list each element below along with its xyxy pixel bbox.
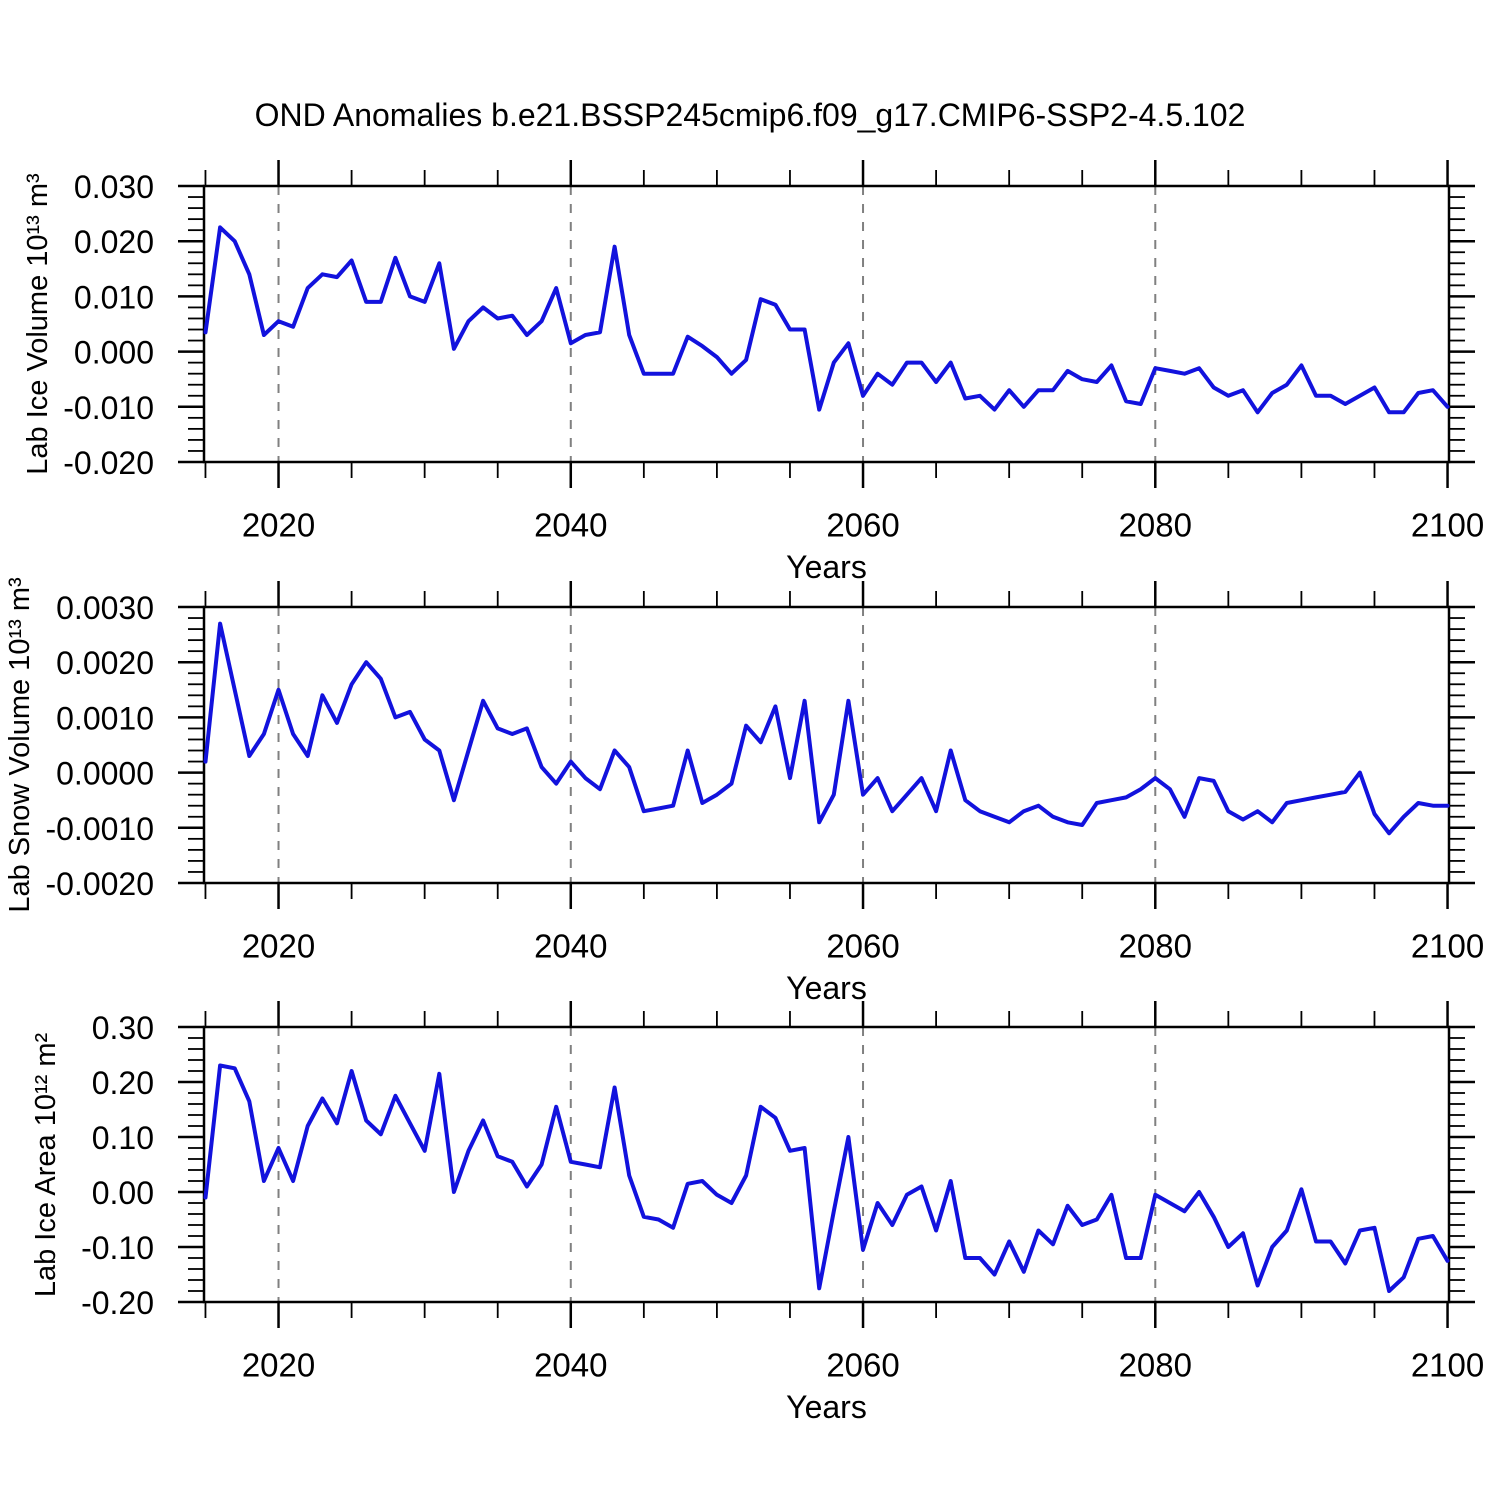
x-tick-label: 2100 [1411, 507, 1484, 544]
y-tick-label: -0.0010 [45, 811, 154, 847]
panel-lab-ice-area: 0.30 0.20 0.10 0.00 -0.10 -0.20 2020 2040 2060 20… [81, 1001, 1484, 1425]
y-tick-label: 0.0010 [56, 700, 154, 736]
series-line-lab-ice-area [203, 1063, 1450, 1293]
x-tick-label: 2060 [826, 928, 899, 965]
x-tick-label: 2040 [534, 1347, 607, 1384]
chart-title: OND Anomalies b.e21.BSSP245cmip6.f09_g17… [254, 97, 1246, 133]
y-tick-label: -0.020 [63, 445, 154, 481]
panel-lab-snow-volume: 0.0030 0.0020 0.0010 0.0000 -0.0010 -0.0020 20… [45, 581, 1484, 1006]
x-tick-label: 2080 [1119, 1347, 1192, 1384]
x-tick-label: 2100 [1411, 1347, 1484, 1384]
x-tick-label: 2060 [826, 1347, 899, 1384]
x-tick-label: 2020 [242, 507, 315, 544]
series-line-lab-snow-volume [203, 621, 1450, 836]
x-tick-label: 2060 [826, 507, 899, 544]
x-tick-label: 2040 [534, 507, 607, 544]
y-tick-label: 0.0020 [56, 645, 154, 681]
y-tick-label: 0.00 [92, 1175, 154, 1211]
y-tick-label: 0.20 [92, 1065, 154, 1101]
axis-box [202, 184, 1451, 464]
y-tick-label: 0.010 [74, 279, 154, 315]
y-tick-label: 0.10 [92, 1120, 154, 1156]
x-tick-label: 2020 [242, 1347, 315, 1384]
y-tick-label: 0.000 [74, 335, 154, 371]
y-tick-label: 0.030 [74, 169, 154, 205]
x-tick-label: 2020 [242, 928, 315, 965]
y-tick-label: -0.0020 [45, 866, 154, 902]
y-tick-label: -0.20 [81, 1285, 154, 1321]
axis-box [202, 605, 1451, 885]
y-tick-label: -0.10 [81, 1230, 154, 1266]
x-tick-label: 2040 [534, 928, 607, 965]
x-axis-title: Years [786, 970, 867, 1006]
x-tick-label: 2080 [1119, 507, 1192, 544]
y-tick-label: -0.010 [63, 390, 154, 426]
y-tick-label: 0.0030 [56, 590, 154, 626]
x-tick-label: 2080 [1119, 928, 1192, 965]
y-tick-label: 0.020 [74, 224, 154, 260]
x-tick-label: 2100 [1411, 928, 1484, 965]
series-line-lab-ice-volume [203, 225, 1450, 415]
x-axis-title: Years [786, 549, 867, 585]
y-tick-label: 0.0000 [56, 756, 154, 792]
x-axis-title: Years [786, 1389, 867, 1425]
axis-box [202, 1025, 1451, 1304]
y-tick-label: 0.30 [92, 1010, 154, 1046]
panel-lab-ice-volume: 0.030 0.020 0.010 0.000 -0.010 -0.020 2020 2040… [63, 160, 1484, 585]
